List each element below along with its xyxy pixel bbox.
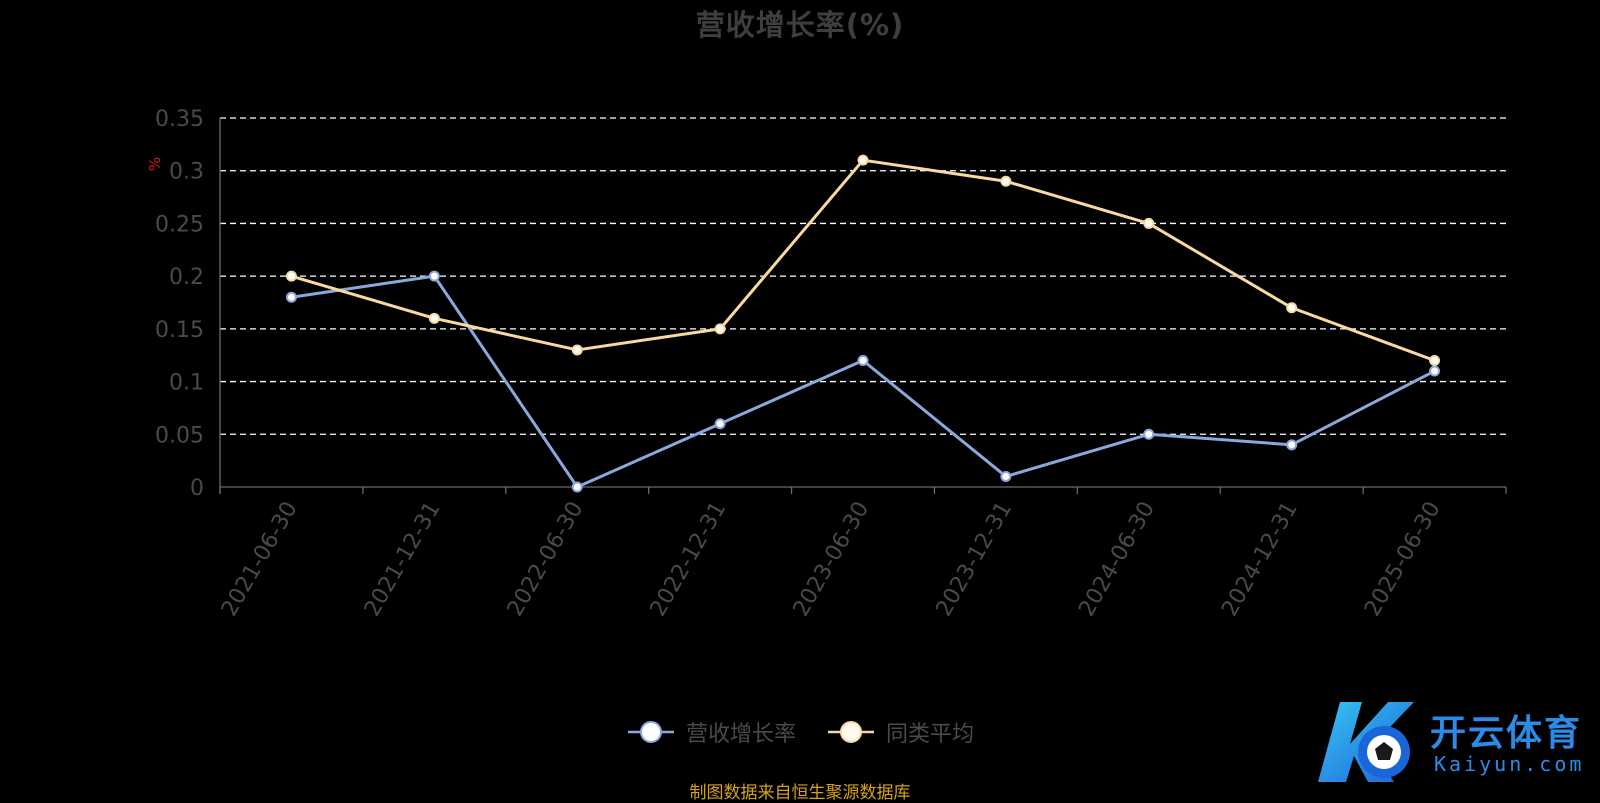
y-tick-label: 0.3 — [169, 160, 204, 185]
series-1-point[interactable] — [1143, 428, 1155, 440]
y-tick-label: 0.2 — [169, 265, 204, 290]
legend: 营收增长率 同类平均 — [0, 716, 1600, 748]
series-2-point[interactable] — [1143, 217, 1155, 229]
series-2-point[interactable] — [428, 312, 440, 324]
x-tick-label: 2021-06-30 — [217, 498, 303, 621]
x-tick-labels: 2021-06-30 2021-12-31 2022-06-30 2022-12-31… — [217, 498, 1446, 621]
x-tick-label: 2022-06-30 — [503, 498, 589, 621]
series-1-point[interactable] — [1286, 439, 1298, 451]
series-layer — [285, 154, 1441, 493]
y-tick-label: 0.1 — [169, 371, 204, 396]
series-1-point[interactable] — [1429, 365, 1441, 377]
y-tick-label: 0.25 — [155, 212, 204, 237]
legend-item-series-1[interactable]: 营收增长率 — [626, 716, 796, 748]
series-2-point[interactable] — [1429, 354, 1441, 366]
legend-item-series-2[interactable]: 同类平均 — [826, 716, 974, 748]
series-1-point[interactable] — [285, 291, 297, 303]
x-tick-label: 2023-12-31 — [932, 498, 1018, 621]
y-axis-unit-label: % — [146, 157, 164, 171]
chart-title: 营收增长率(%) — [695, 8, 905, 42]
series-2-point[interactable] — [285, 270, 297, 282]
series-1-point[interactable] — [428, 270, 440, 282]
axis-layer — [219, 118, 1507, 494]
legend-series-1-icon — [627, 721, 674, 743]
series-1-point[interactable] — [714, 418, 726, 430]
x-tick-label: 2024-06-30 — [1074, 498, 1160, 621]
legend-series-1-label: 营收增长率 — [685, 722, 796, 747]
legend-series-2-label: 同类平均 — [886, 722, 975, 747]
source-note: 制图数据来自恒生聚源数据库 — [689, 783, 911, 803]
y-tick-labels: 0 0.05 0.1 0.15 0.2 0.25 0.3 0.35 — [155, 107, 204, 501]
x-tick-label: 2022-12-31 — [646, 498, 732, 621]
watermark-name-en: Kaiyun.com — [1434, 752, 1585, 776]
watermark-name-cn: 开云体育 — [1430, 713, 1583, 754]
series-2-point[interactable] — [571, 344, 583, 356]
series-1-point[interactable] — [571, 481, 583, 493]
series-2-point[interactable] — [1286, 302, 1298, 314]
x-tick-label: 2021-12-31 — [360, 498, 446, 621]
y-tick-label: 0.05 — [155, 423, 204, 448]
legend-series-2-icon — [828, 721, 874, 743]
series-1-point[interactable] — [1000, 470, 1012, 482]
y-tick-label: 0 — [190, 476, 204, 501]
y-tick-label: 0.15 — [155, 318, 204, 343]
y-tick-label: 0.35 — [155, 107, 204, 132]
watermark-logo: 开云体育 Kaiyun.com — [1310, 696, 1600, 788]
series-2-line — [291, 158, 1436, 362]
series-2-point[interactable] — [714, 323, 726, 335]
series-2-point[interactable] — [1000, 175, 1012, 187]
series-1-point[interactable] — [857, 354, 869, 366]
x-tick-label: 2025-06-30 — [1360, 498, 1446, 621]
x-tick-label: 2023-06-30 — [789, 498, 875, 621]
kaiyun-logo-icon — [1318, 702, 1414, 782]
series-2-point[interactable] — [857, 154, 869, 166]
x-tick-label: 2024-12-31 — [1217, 498, 1303, 621]
